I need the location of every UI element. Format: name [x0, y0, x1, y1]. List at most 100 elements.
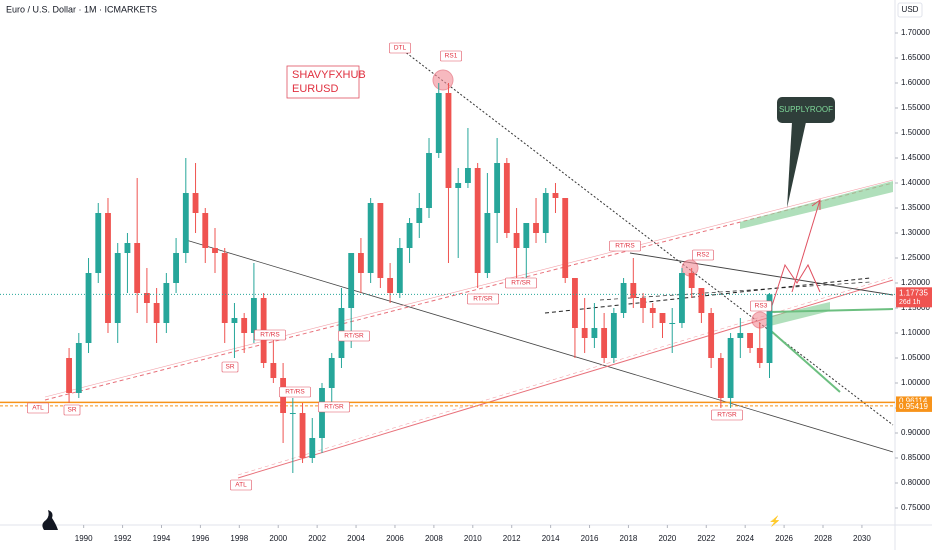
- x-tick-label: 2014: [542, 534, 560, 543]
- x-tick-label: 1998: [230, 534, 248, 543]
- annotation: RT/SR: [473, 296, 493, 303]
- candle-body: [737, 333, 744, 338]
- candle-body: [134, 243, 141, 293]
- annotation: DTL: [394, 45, 407, 52]
- currency-badge: [897, 2, 923, 18]
- x-tick-label: 2022: [697, 534, 715, 543]
- channel-line: [237, 276, 894, 476]
- callout-text: SUPPLYROOF: [779, 105, 833, 114]
- y-tick-label: 1.25000: [901, 253, 930, 262]
- level-tag: [896, 401, 932, 412]
- candle-body: [221, 253, 228, 323]
- annotation: RT/SR: [324, 404, 344, 411]
- candle-body: [756, 348, 763, 363]
- candle-body: [173, 253, 179, 283]
- candle-body: [766, 294, 773, 363]
- candle-body: [727, 338, 734, 398]
- candle-body: [669, 323, 676, 324]
- annotation: RS1: [445, 53, 458, 60]
- candle-body: [124, 243, 131, 253]
- annotation: RT/SR: [344, 333, 364, 340]
- zone: [770, 302, 830, 326]
- candle-body: [114, 253, 121, 323]
- last-price-tag: [896, 287, 932, 308]
- candle-body: [640, 298, 646, 308]
- x-tick-label: 2026: [775, 534, 793, 543]
- zone-line: [769, 308, 894, 313]
- annotation-box: [505, 277, 537, 289]
- candle-body: [435, 93, 442, 153]
- candle-body: [95, 213, 102, 273]
- y-tick-label: 1.55000: [901, 103, 930, 112]
- y-tick-label: 0.85000: [901, 453, 930, 462]
- candle-body: [396, 248, 403, 293]
- trendline: [399, 47, 894, 426]
- annotation: RS3: [755, 303, 768, 310]
- annotation: RT/SR: [717, 412, 737, 419]
- annotation: RT/RS: [615, 243, 635, 250]
- candle-body: [212, 248, 218, 253]
- candle-body: [143, 293, 150, 303]
- level-tag: [896, 396, 932, 407]
- x-tick-label: 2028: [814, 534, 832, 543]
- trendline: [599, 281, 871, 301]
- x-tick-label: 2008: [425, 534, 443, 543]
- candle-body: [572, 278, 578, 328]
- candle-body: [698, 288, 705, 313]
- watermark: EURUSD: [292, 83, 339, 95]
- x-tick-label: 2010: [464, 534, 482, 543]
- candle-body: [484, 213, 491, 273]
- candle-body: [542, 193, 549, 233]
- countdown: 26d 1h: [899, 299, 921, 306]
- candle-body: [289, 413, 296, 414]
- x-tick-label: 1992: [114, 534, 132, 543]
- y-tick-label: 1.65000: [901, 53, 930, 62]
- x-tick-label: 2018: [620, 534, 638, 543]
- candle-body: [445, 93, 452, 188]
- annotation-box: [27, 402, 49, 414]
- candle-body: [153, 303, 160, 323]
- annotation: ATL: [32, 405, 44, 412]
- y-tick-label: 0.80000: [901, 478, 930, 487]
- x-tick-label: 2024: [736, 534, 754, 543]
- currency: USD: [902, 5, 919, 14]
- annotation-box: [389, 42, 411, 54]
- y-tick-label: 1.45000: [901, 153, 930, 162]
- candle-body: [348, 253, 355, 308]
- y-tick-label: 1.05000: [901, 353, 930, 362]
- level-label: 0.96114: [899, 397, 928, 406]
- candle-body: [358, 253, 364, 273]
- watermark-box: [286, 65, 360, 99]
- x-tick-label: 1996: [192, 534, 210, 543]
- y-tick-label: 1.70000: [901, 28, 930, 37]
- candle-body: [601, 328, 608, 358]
- annotation-box: [318, 401, 350, 413]
- y-tick-label: 0.75000: [901, 503, 930, 512]
- x-tick-label: 2030: [853, 534, 871, 543]
- level-label: 0.95419: [899, 402, 928, 411]
- trendline: [185, 239, 894, 453]
- candle-body: [309, 438, 316, 458]
- callout-box: [777, 97, 835, 123]
- y-tick-label: 0.90000: [901, 428, 930, 437]
- trendline: [629, 252, 894, 296]
- annotation-box: [279, 386, 311, 398]
- candle-body: [455, 183, 462, 188]
- circle-marker: [432, 69, 454, 91]
- annotation: RT/RS: [260, 332, 280, 339]
- annotation-box: [711, 409, 743, 421]
- candle-body: [581, 328, 588, 338]
- candle-body: [85, 273, 92, 343]
- candle-body: [377, 203, 384, 278]
- candle-body: [747, 333, 753, 348]
- candle-body: [494, 163, 501, 213]
- annotation-box: [467, 293, 499, 305]
- y-tick-label: 1.50000: [901, 128, 930, 137]
- x-tick-label: 1990: [75, 534, 93, 543]
- candle-body: [367, 203, 374, 273]
- candle-body: [630, 283, 637, 298]
- candle-body: [182, 193, 189, 253]
- candle-body: [523, 223, 530, 248]
